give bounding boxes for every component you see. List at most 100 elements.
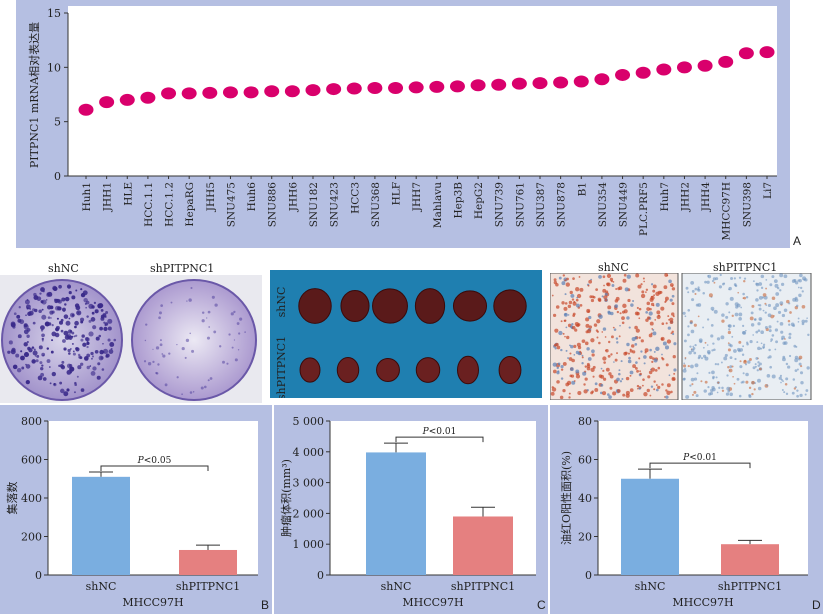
stain-dot-shnc: [646, 301, 651, 306]
colony-dot-shnc: [13, 312, 17, 316]
stain-dot-shnc: [598, 341, 601, 345]
colony-dot-shpitpnc1: [144, 339, 147, 342]
panel-a-y-tick-label-2: 10: [47, 61, 61, 74]
stain-dot-shpitpnc1: [704, 341, 707, 344]
stain-label-shpitpnc1: shPITPNC1: [713, 261, 778, 274]
stain-dot-shnc: [661, 356, 664, 359]
stain-dot-shnc: [655, 346, 660, 352]
stain-dot-shnc: [661, 322, 665, 326]
stain-dot-shnc: [597, 297, 602, 302]
stain-dot-shnc: [635, 328, 640, 333]
stain-dot-shpitpnc1: [744, 329, 747, 332]
colony-dot-shnc: [73, 335, 76, 338]
panel-a-point-22: [532, 77, 548, 90]
stain-dot-shnc: [616, 389, 621, 393]
colony-dot-shnc: [25, 364, 31, 369]
stain-dot-shnc: [602, 377, 607, 381]
colony-plate-shnc: [1, 279, 123, 401]
colony-dot-shnc: [86, 345, 89, 349]
colony-dot-shnc: [17, 334, 22, 339]
panel-c-y-tick-label-3: 3 000: [293, 477, 325, 490]
panel-a-x-tick-label-10: JHH6: [287, 182, 299, 213]
panel-a-x-tick-label-12: SNU423: [329, 182, 341, 227]
stain-dot-shnc: [577, 352, 581, 356]
stain-dot-shnc: [614, 358, 618, 362]
stain-dot-shnc: [649, 348, 652, 352]
stain-dot-shpitpnc1: [807, 333, 810, 337]
stain-dot-shpitpnc1: [775, 292, 780, 296]
stain-dot-shnc: [603, 284, 605, 287]
stain-dot-shnc: [575, 287, 580, 292]
stain-dot-shnc: [564, 319, 567, 322]
colony-dot-shnc: [20, 355, 25, 361]
colony-dot-shpitpnc1: [157, 363, 160, 366]
stain-dot-shnc: [595, 329, 599, 332]
stain-dot-shnc: [594, 388, 599, 392]
stain-dot-shpitpnc1: [790, 322, 795, 327]
stain-dot-shpitpnc1: [785, 392, 789, 396]
colony-dot-shnc: [39, 292, 42, 295]
stain-dot-shpitpnc1: [795, 304, 799, 308]
stain-dot-shnc: [644, 348, 649, 353]
stain-dot-shpitpnc1: [799, 393, 803, 398]
stain-dot-shpitpnc1: [729, 356, 733, 360]
stain-dot-shnc: [656, 310, 661, 315]
colony-dot-shpitpnc1: [207, 310, 211, 314]
stain-dot-shpitpnc1: [720, 361, 723, 364]
stain-dot-shpitpnc1: [740, 306, 743, 309]
panel-b-significance-label: P<0.05: [137, 456, 172, 466]
panel-a-point-16: [408, 81, 424, 94]
stain-dot-shpitpnc1: [748, 393, 752, 397]
stain-dot-shpitpnc1: [766, 374, 771, 378]
colony-dot-shpitpnc1: [201, 319, 205, 323]
stain-dot-shnc: [565, 282, 570, 287]
stain-dot-shnc: [613, 361, 615, 363]
stain-dot-shnc: [562, 332, 565, 335]
colony-dot-shnc: [109, 342, 115, 347]
colony-dot-shnc: [25, 314, 27, 317]
colony-dot-shnc: [51, 310, 55, 314]
stain-dot-shpitpnc1: [726, 374, 729, 377]
stain-dot-shnc: [602, 356, 607, 361]
stain-dot-shnc: [575, 303, 580, 308]
stain-dot-shnc: [561, 281, 566, 286]
panel-a-y-tick-label-3: 15: [47, 7, 61, 20]
stain-dot-shnc: [571, 298, 575, 301]
stain-dot-shnc: [627, 359, 632, 364]
stain-dot-shnc: [622, 278, 627, 283]
stain-dot-shpitpnc1: [713, 348, 716, 352]
stain-dot-shnc: [612, 391, 617, 396]
stain-dot-shnc: [588, 325, 593, 329]
stain-dot-shnc: [629, 388, 634, 393]
panel-c-significance-bracket: [395, 436, 484, 443]
stain-dot-shpitpnc1: [799, 286, 803, 290]
stain-dot-shnc: [632, 300, 635, 303]
stain-dot-shnc: [579, 304, 583, 307]
stain-dot-shnc: [566, 335, 570, 340]
stain-dot-shnc: [634, 325, 638, 330]
stain-dot-shpitpnc1: [743, 277, 747, 280]
stain-dot-shpitpnc1: [745, 372, 749, 377]
colony-dot-shnc: [80, 288, 83, 291]
colony-dot-shnc: [91, 355, 95, 358]
colony-plate-shpitpnc1: [131, 279, 257, 401]
stain-dot-shnc: [554, 328, 559, 333]
stain-dot-shnc: [568, 392, 571, 395]
stain-dot-shnc: [558, 330, 563, 336]
colony-dot-shpitpnc1: [145, 323, 148, 326]
panel-c-significance-label: P<0.01: [422, 427, 457, 437]
colony-dot-shnc: [59, 320, 64, 325]
stain-dot-shpitpnc1: [723, 282, 726, 285]
stain-dot-shpitpnc1: [769, 365, 772, 369]
stain-dot-shnc: [624, 351, 628, 355]
stain-dot-shnc: [670, 390, 673, 394]
stain-dot-shpitpnc1: [771, 296, 776, 301]
stain-dot-shnc: [581, 354, 584, 357]
stain-dot-shpitpnc1: [712, 277, 717, 281]
stain-dot-shpitpnc1: [801, 319, 806, 324]
stain-dot-shpitpnc1: [756, 341, 759, 344]
stain-dot-shnc: [632, 350, 636, 354]
stain-dot-shnc: [671, 312, 675, 316]
stain-dot-shpitpnc1: [711, 370, 715, 375]
stain-dot-shnc: [638, 387, 641, 390]
